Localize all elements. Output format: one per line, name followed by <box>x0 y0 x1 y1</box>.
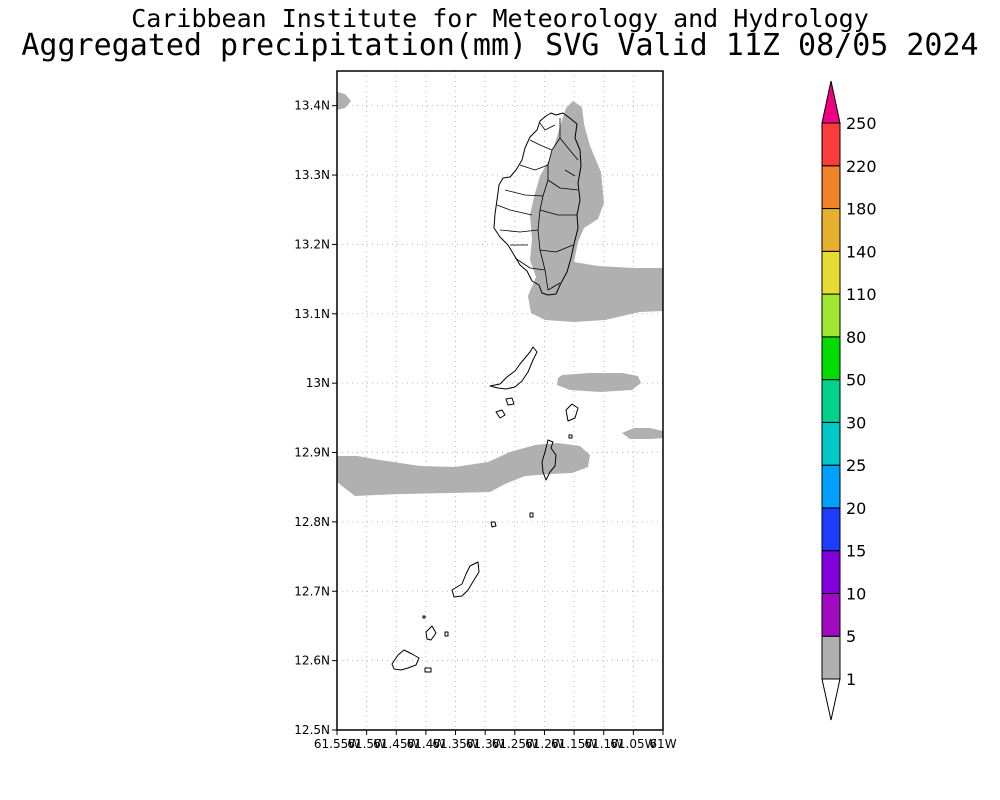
mustique-area-islets <box>565 403 579 422</box>
colorbar-swatch <box>821 421 841 466</box>
rain-area-bequia-east <box>557 373 641 392</box>
map-title-product: Aggregated precipitation(mm) SVG Valid 1… <box>21 28 979 63</box>
colorbar-swatch <box>821 165 841 210</box>
lon-tick-label: 61.45W <box>373 737 419 751</box>
colorbar-swatch <box>821 507 841 552</box>
coastline <box>391 112 582 673</box>
carriacou-islet-south <box>424 667 432 673</box>
small-islet-c <box>529 512 534 518</box>
rain-area-mustique-band <box>337 443 590 496</box>
colorbar-level-label: 25 <box>846 456 866 475</box>
bequia-island <box>489 346 538 390</box>
longitude-axis: 61.55W61.5W61.45W61.4W61.35W61.3W61.25W6… <box>314 730 677 751</box>
small-islet-a <box>568 434 573 439</box>
lat-tick-label: 13N <box>306 376 330 390</box>
colorbar-swatch <box>821 592 841 637</box>
bequia-islet-1 <box>505 397 515 406</box>
lat-tick-label: 12.8N <box>294 515 330 529</box>
map-background <box>337 71 663 730</box>
carriacou-north-islets <box>425 625 437 641</box>
lat-tick-label: 12.9N <box>294 446 330 460</box>
colorbar-swatch <box>821 208 841 252</box>
colorbar-level-label: 1 <box>846 670 856 689</box>
lon-tick-label: 61.5W <box>347 737 386 751</box>
colorbar-level-label: 20 <box>846 499 866 518</box>
colorbar-level-label: 140 <box>846 242 877 261</box>
latitude-axis: 13.4N 13.3N 13.2N 13.1N 13N 12.9N 12.8N 12.7N 12… <box>294 99 337 737</box>
lat-tick-label: 13.2N <box>294 237 330 251</box>
lon-tick-label: 61.05W <box>610 737 656 751</box>
colorbar-level-label: 180 <box>846 200 877 219</box>
colorbar-swatch <box>821 464 841 509</box>
carriacou-islet-north <box>422 615 426 619</box>
colorbar-level-label: 10 <box>846 584 866 603</box>
canouan-island <box>541 439 557 481</box>
colorbar-level-label: 80 <box>846 328 866 347</box>
lon-tick-label: 61.55W <box>314 737 360 751</box>
colorbar-swatch <box>821 293 841 338</box>
colorbar-swatch <box>821 550 841 594</box>
small-islet-b <box>490 521 497 528</box>
colorbar-level-label: 250 <box>846 114 877 133</box>
union-island-group <box>451 561 480 598</box>
lon-tick-label: 61.35W <box>432 737 478 751</box>
lat-tick-label: 13.3N <box>294 168 330 182</box>
carriacou-island <box>391 649 420 671</box>
colorbar-level-label: 220 <box>846 157 877 176</box>
lon-tick-label: 61.4W <box>407 737 446 751</box>
map-title-institute: Caribbean Institute for Meteorology and … <box>131 4 869 33</box>
rain-area-st-vincent <box>528 101 663 322</box>
colorbar-level-label: 110 <box>846 285 877 304</box>
lat-tick-label: 13.1N <box>294 307 330 321</box>
lon-tick-label: 61W <box>649 737 676 751</box>
lon-tick-label: 61.25W <box>492 737 538 751</box>
lon-tick-label: 61.1W <box>584 737 623 751</box>
lon-tick-label: 61.15W <box>551 737 597 751</box>
carriacou-islet-small <box>444 631 449 637</box>
map-frame <box>336 70 664 731</box>
colorbar-level-label: 15 <box>846 542 866 561</box>
colorbar-level-label: 30 <box>846 413 866 432</box>
rain-area-northwest <box>337 92 351 110</box>
colorbar-swatch <box>821 336 841 381</box>
colorbar-swatch <box>821 379 841 423</box>
colorbar-level-label: 50 <box>846 371 866 390</box>
colorbar-level-label: 5 <box>846 627 856 646</box>
colorbar-under-range <box>821 678 841 721</box>
lat-tick-label: 13.4N <box>294 99 330 113</box>
lat-tick-label: 12.6N <box>294 654 330 668</box>
bequia-islet-2 <box>495 409 506 419</box>
colorbar-swatch <box>821 122 841 167</box>
colorbar-swatch <box>821 250 841 295</box>
rain-area-east-small <box>622 428 663 439</box>
lon-tick-label: 61.3W <box>466 737 505 751</box>
st-vincent-island <box>493 112 582 296</box>
lat-tick-label: 12.7N <box>294 584 330 598</box>
lat-tick-label: 12.5N <box>294 723 330 737</box>
colorbar-over-range <box>821 80 841 124</box>
lon-tick-label: 61.2W <box>525 737 564 751</box>
colorbar-swatch <box>821 635 841 680</box>
rainfall-areas <box>337 92 663 496</box>
st-vincent-watersheds <box>496 118 579 291</box>
